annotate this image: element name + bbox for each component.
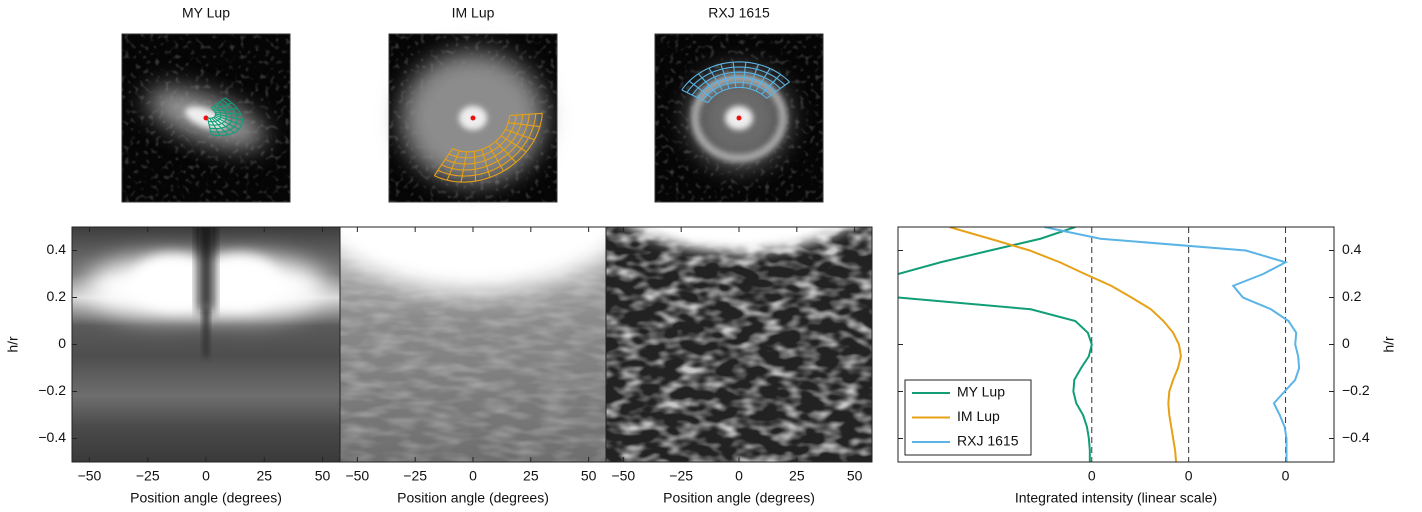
legend-label: MY Lup [957,384,1005,400]
thumbnail-grid [212,102,233,111]
x-tick-label: 25 [523,468,539,484]
y-tick-label: 0.2 [47,288,67,304]
x-tick-label: 50 [847,468,863,484]
thumbnail-star [470,115,476,121]
thumbnail-grid [749,64,759,89]
x-tick-label: −50 [78,468,102,484]
thumbnail-title: MY Lup [182,5,230,21]
thumbnail [654,33,824,203]
thumbnail-grid [214,107,238,112]
thumbnail-grid [446,150,460,181]
thumbnail-title: IM Lup [452,5,495,21]
panel-image-gap [203,307,209,357]
thumbnail-grid [681,89,709,104]
thumbnail-grid [481,149,491,178]
thumbnail-grid [473,151,477,182]
y-tick-label: −0.4 [38,429,66,445]
thumbnail-grid [215,114,242,126]
x-tick-label: −50 [611,468,635,484]
x-tick-label: 0 [469,468,477,484]
legend: MY Lup IM Lup RXJ 1615 [904,379,1032,456]
thumbnail-grid [755,68,771,92]
plot-frame [897,226,1335,463]
panel-image-blob [200,254,280,310]
x-tick-label: 25 [789,468,805,484]
y-tick-label: −0.2 [1342,382,1370,398]
thumbnail-grid [761,74,781,95]
y-tick-label: 0.4 [1342,241,1362,257]
x-tick-label: 50 [581,468,597,484]
panel-image-blob [132,254,212,310]
image-panel [340,227,606,462]
thumbnail-grid [505,128,535,141]
profile-line [898,227,1093,462]
thumbnail-grid [460,151,468,183]
y-tick-label: 0.2 [1342,288,1362,304]
legend-label: RXJ 1615 [957,433,1019,449]
y-tick-label: 0.4 [47,241,67,257]
thumbnail-grid [732,62,737,88]
thumbnail-grid [509,112,543,117]
panel-image-arc [345,227,601,272]
y-tick-label: −0.2 [38,382,66,398]
y-axis-label: h/r [1381,336,1397,353]
thumbnail-grid [214,116,240,130]
thumbnail-grid [500,135,527,153]
x-tick-label: −50 [345,468,369,484]
x-tick-label: 0 [202,468,210,484]
thumbnail-grid [688,80,713,99]
thumbnail-grid [210,97,226,109]
thumbnail-grid [742,62,747,88]
thumbnail-grid [215,112,241,115]
image-panel [72,227,340,462]
x-tick-label: 50 [315,468,331,484]
thumbnail-grid [720,63,730,89]
x-tick-label: 25 [256,468,272,484]
thumbnail-title: RXJ 1615 [708,5,770,21]
x-axis-label: Position angle (degrees) [397,490,549,506]
y-axis-label: h/r [5,336,21,353]
image-panel [606,227,872,462]
x-tick-label: −25 [136,468,160,484]
thumbnail [388,33,558,203]
thumbnail-ring [691,74,787,162]
x-tick-label: 0 [1088,468,1096,484]
thumbnail-grid [433,148,454,176]
y-tick-label: −0.4 [1342,429,1370,445]
legend-label: IM Lup [957,408,1000,424]
panel-image-gap [199,227,213,312]
panel-image-noise [606,227,872,462]
thumbnail [121,33,291,203]
thumbnail-grid [697,73,718,95]
x-tick-label: −25 [403,468,427,484]
thumbnail-grid [209,117,221,136]
x-axis-label: Position angle (degrees) [130,490,282,506]
thumbnail-grid [211,117,229,136]
thumbnail-star [736,115,742,121]
y-tick-label: 0 [1342,335,1350,351]
panel-image-arc [630,227,848,252]
profile-line [949,227,1182,462]
x-axis-label: Position angle (degrees) [663,490,815,506]
y-tick-label: 0 [58,335,66,351]
x-tick-label: 0 [1185,468,1193,484]
thumbnail-grid [215,113,243,121]
x-axis-label: Integrated intensity (linear scale) [1015,490,1217,506]
profile-line [1044,227,1301,462]
thumbnail-grid [495,141,517,163]
thumbnail-grid [206,117,213,136]
thumbnail-grid [213,117,235,134]
thumbnail-grid [708,67,724,92]
lines [898,227,1301,462]
thumbnail-grid [488,145,505,172]
thumbnail-grid [766,81,790,99]
x-tick-label: −25 [669,468,693,484]
x-tick-label: 0 [1282,468,1290,484]
thumbnail-grid [508,122,540,128]
x-tick-label: 0 [735,468,743,484]
